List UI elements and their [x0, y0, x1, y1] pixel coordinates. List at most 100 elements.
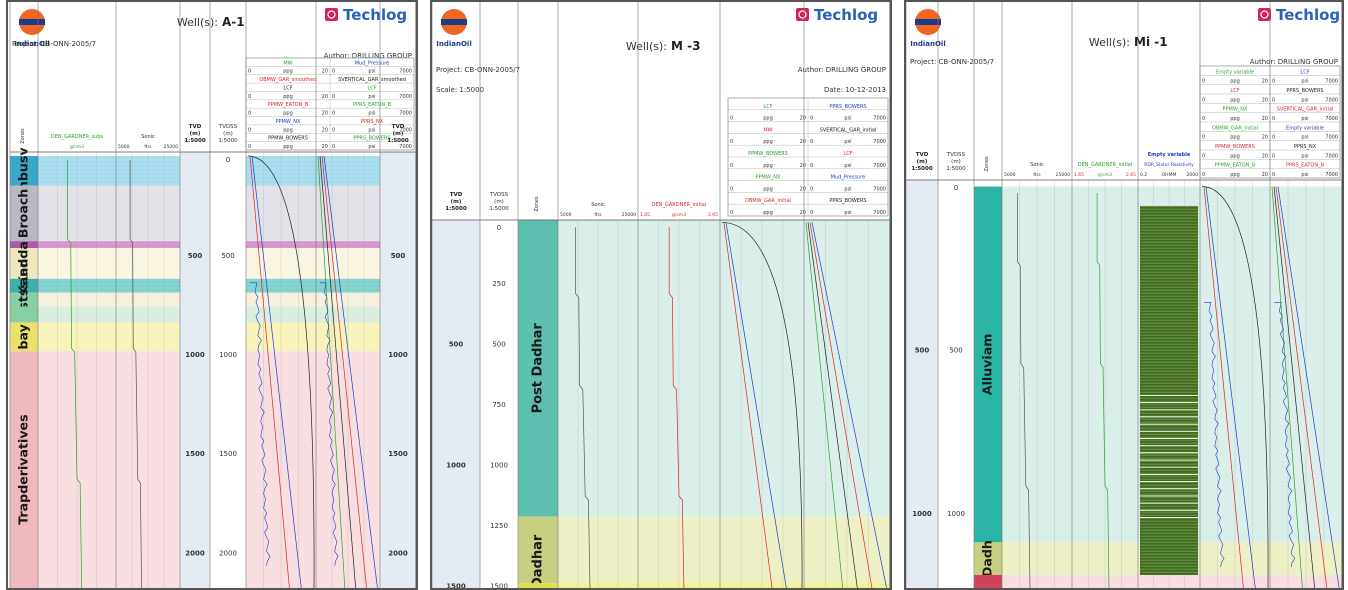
legend-entry: SVERTICAL_GAR_initial [820, 127, 877, 133]
pressure-curve [251, 155, 302, 588]
legend-min: 0 [1272, 153, 1275, 159]
res-unit: OHMM [1162, 172, 1177, 178]
density-max: 2.65 [708, 212, 718, 218]
log-svg: IndianOil Techlog Well(s): Mi -1 Project: CB… [906, 2, 1342, 588]
depth-tick-label: 500 [492, 340, 505, 348]
techlog-icon-ring [327, 10, 336, 19]
legend-entry: psi [1301, 153, 1308, 159]
track-press [1199, 2, 1270, 588]
well-label: Well(s): [626, 40, 667, 53]
legend-entry: ppg [1230, 153, 1240, 159]
pressure-curve [805, 222, 844, 588]
track-sonic: Sonic 5000 ft/s 25000 [115, 2, 180, 588]
legend-entry: psi [844, 116, 851, 122]
depth-tick-label: 500 [188, 252, 203, 260]
legend-entry: ppg [1230, 79, 1240, 85]
legend-max: 7000 [399, 69, 412, 75]
tvd-header: 1:5000 [445, 206, 467, 212]
legend-min: 0 [730, 139, 733, 145]
tvdss-header: TVDSS [489, 192, 509, 198]
legend-entry: psi [844, 163, 851, 169]
legend-entry: psi [1301, 97, 1308, 103]
zone-band [974, 186, 1002, 543]
tvd-track-bg [432, 220, 480, 588]
depth-tick-label: 1000 [388, 351, 408, 359]
legend-min: 0 [730, 163, 733, 169]
zone-band [10, 278, 38, 293]
density-curve [1096, 193, 1110, 588]
legend-entry: psi [368, 127, 375, 133]
res-max: 2000 [1187, 172, 1199, 178]
depth-tick-label: 1500 [388, 450, 408, 458]
tvdss-header: 1:5000 [218, 138, 238, 144]
depth-tick-label: 0 [226, 156, 230, 164]
pressure-curve [247, 155, 315, 588]
indianoil-logo: IndianOil [436, 9, 472, 48]
legend-entry: PPMW_EATON_B [1215, 163, 1256, 169]
tvdss-track-bg [480, 220, 518, 588]
well-name: M -3 [671, 39, 700, 53]
legend-entry: PPMW_BOWERS [1215, 144, 1255, 150]
zone-label: Dadh [980, 540, 995, 577]
legend-max: 20 [1262, 172, 1268, 178]
techlog-brand: Techlog [1258, 6, 1340, 24]
legend-entry: LCF [843, 151, 852, 157]
legend-min: 0 [730, 116, 733, 122]
legend-min: 0 [248, 111, 251, 117]
legend-max: 7000 [873, 163, 886, 169]
tvd-header: (m) [451, 199, 462, 205]
sonic-unit: ft/s [594, 212, 602, 218]
pressure-curve [1273, 186, 1315, 588]
pressure-curve [1277, 186, 1340, 588]
legend-entry: PPRS_BOWERS [829, 198, 866, 204]
legend-min: 0 [1202, 116, 1205, 122]
brand-name: Techlog [343, 6, 407, 24]
sonic-unit: ft/s [1033, 172, 1041, 178]
legend-max: 20 [800, 210, 806, 216]
legend-max: 20 [322, 111, 328, 117]
legend-entry: ppg [283, 94, 293, 100]
zone-band [10, 351, 38, 588]
legend-min: 0 [1272, 172, 1275, 178]
tvd-header: 1:5000 [387, 138, 409, 144]
legend-entry: ppg [1230, 135, 1240, 141]
legend-max: 7000 [1325, 153, 1338, 159]
legend-entry: PPRS_BOWERS [1286, 88, 1323, 94]
zone-label: mbusv [16, 147, 31, 195]
tvd-header: (m) [393, 131, 404, 137]
depth-tick-label: 1000 [185, 351, 205, 359]
density-min: 1.65 [640, 212, 650, 218]
zone-label: Broach [16, 189, 31, 238]
tvd-track-bg [380, 152, 416, 588]
legend-min: 0 [332, 94, 335, 100]
track-tvd2: TVD(m)1:5000 500 1000 1500 2000 [379, 2, 416, 588]
sonic-min: 5000 [1004, 172, 1016, 178]
legend-max: 20 [322, 144, 328, 150]
legend-min: 0 [248, 127, 251, 133]
depth-tick-label: 1500 [490, 583, 508, 588]
pressure-curve [1271, 186, 1303, 588]
sonic-max: 25000 [164, 144, 178, 150]
sonic-curve [1017, 193, 1031, 588]
depth-tick-label: 1000 [446, 462, 466, 470]
tvdss-header: (m) [951, 159, 961, 165]
sonic-max: 25000 [1056, 172, 1070, 178]
pressure-curve [807, 222, 858, 588]
legend-entry: PPMW_BOWERS [748, 151, 788, 157]
zone-label: Alluviam [980, 334, 995, 396]
zone-label: Post Dadhar [531, 323, 546, 414]
pore-pressure-trace [1274, 302, 1296, 568]
legend-min: 0 [810, 163, 813, 169]
pressure-curve [725, 222, 787, 588]
tvd-header: (m) [917, 159, 928, 165]
legend-entry: ppg [1230, 116, 1240, 122]
legend-entry: psi [368, 111, 375, 117]
sonic-unit: ft/s [144, 144, 152, 150]
legend-max: 20 [1262, 135, 1268, 141]
pore-pressure-trace [250, 282, 271, 566]
legend-entry: LCF [763, 104, 772, 110]
density-unit: g/cm3 [672, 212, 686, 218]
tvd-header: 1:5000 [184, 138, 206, 144]
legend-min: 0 [1272, 135, 1275, 141]
legend-entry: ppg [283, 144, 293, 150]
